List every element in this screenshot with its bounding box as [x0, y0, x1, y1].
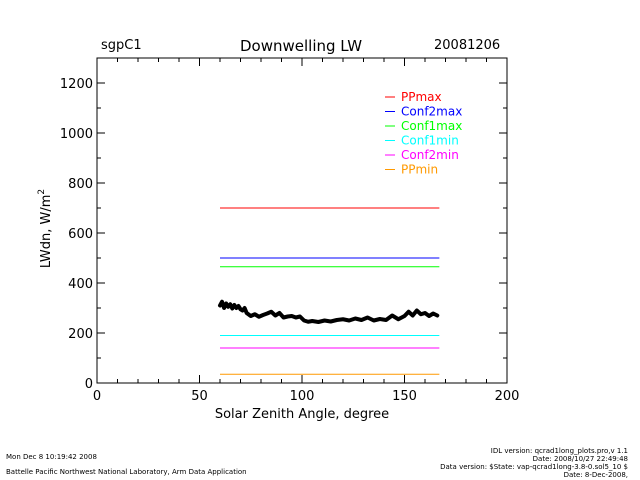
y-axis-label-superscript: 2	[37, 189, 47, 195]
site-label: sgpC1	[101, 38, 142, 53]
observed-lwdn-line	[218, 299, 440, 324]
footer-data-date: Date: 8-Dec-2008,	[563, 471, 628, 479]
x-tick-label: 50	[191, 389, 208, 404]
x-tick-label: 200	[495, 389, 520, 404]
y-tick-label: 400	[68, 277, 93, 292]
x-tick-label: 150	[392, 389, 417, 404]
legend-label-conf2min: Conf2min	[401, 148, 459, 162]
date-label: 20081206	[434, 38, 501, 53]
legend-label-ppmin: PPmin	[401, 163, 438, 177]
footer-credit: Battelle Pacific Northwest National Labo…	[6, 468, 247, 476]
y-tick-label: 1000	[60, 127, 93, 142]
footer-idl-version: IDL version: qcrad1long_plots.pro,v 1.1	[490, 447, 628, 455]
chart-title: Downwelling LW	[240, 37, 363, 55]
y-tick-label: 600	[68, 227, 93, 242]
y-tick-label: 200	[68, 327, 93, 342]
x-tick-label: 100	[290, 389, 315, 404]
y-tick-label: 800	[68, 177, 93, 192]
footer-idl-date: Date: 2008/10/27 22:49:48	[532, 455, 628, 463]
x-tick-label: 0	[93, 389, 101, 404]
axes: 0 50 100 150 200 0 200 400 600 800 1000 1200 Solar Z…	[37, 57, 520, 422]
series-lines	[218, 207, 440, 375]
legend-label-ppmax: PPmax	[401, 90, 442, 104]
footer-timestamp: Mon Dec 8 10:19:42 2008	[6, 453, 97, 461]
footer-data-version: Data version: $State: vap-qcrad1long-3.8…	[440, 463, 628, 471]
y-axis-label: LWdn, W/m2	[37, 189, 54, 268]
legend-label-conf1max: Conf1max	[401, 119, 462, 133]
x-axis-label: Solar Zenith Angle, degree	[215, 407, 389, 422]
legend-label-conf1min: Conf1min	[401, 134, 459, 148]
y-tick-label: 0	[85, 377, 93, 392]
y-tick-label: 1200	[60, 77, 93, 92]
legend-label-conf2max: Conf2max	[401, 105, 462, 119]
legend: PPmaxConf2maxConf1maxConf1minConf2minPPm…	[385, 90, 462, 177]
